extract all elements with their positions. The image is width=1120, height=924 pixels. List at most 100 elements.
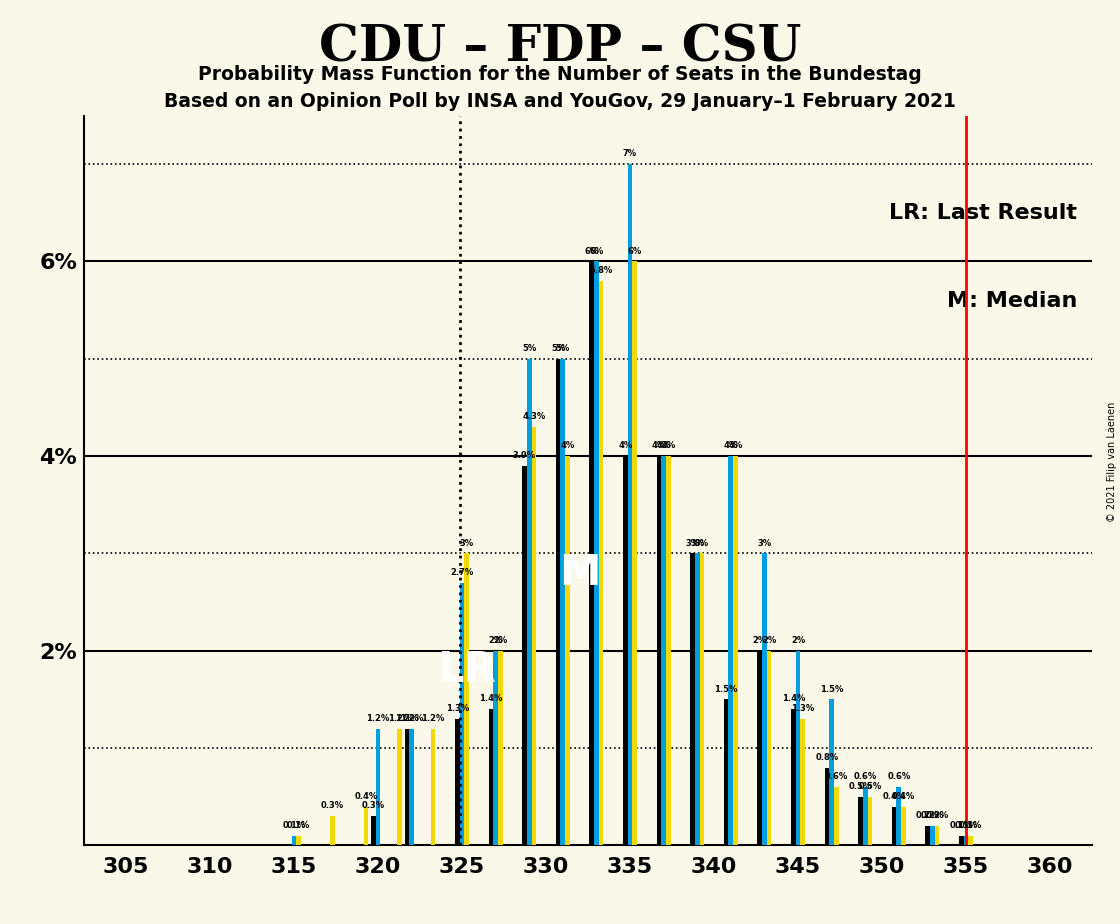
Text: 2%: 2%	[753, 636, 767, 645]
Text: 1.5%: 1.5%	[820, 685, 843, 694]
Bar	[930, 826, 935, 845]
Bar	[371, 816, 375, 845]
Bar	[896, 787, 902, 845]
Text: 0.8%: 0.8%	[815, 753, 839, 761]
Bar	[762, 553, 767, 845]
Bar	[791, 710, 795, 845]
Bar	[627, 164, 633, 845]
Bar	[498, 650, 503, 845]
Bar	[728, 456, 734, 845]
Text: 1.2%: 1.2%	[388, 714, 411, 723]
Bar	[398, 729, 402, 845]
Text: 0.4%: 0.4%	[354, 792, 377, 801]
Text: 0.1%: 0.1%	[954, 821, 978, 830]
Text: 2%: 2%	[791, 636, 805, 645]
Text: 2%: 2%	[762, 636, 776, 645]
Text: M: Median: M: Median	[946, 291, 1077, 310]
Bar	[694, 553, 700, 845]
Text: 1.2%: 1.2%	[395, 714, 419, 723]
Bar	[724, 699, 728, 845]
Text: © 2021 Filip van Laenen: © 2021 Filip van Laenen	[1108, 402, 1117, 522]
Text: 0.5%: 0.5%	[849, 782, 872, 791]
Text: 0.2%: 0.2%	[925, 811, 949, 821]
Text: 4%: 4%	[652, 442, 666, 450]
Bar	[862, 787, 868, 845]
Text: 0.2%: 0.2%	[921, 811, 944, 821]
Bar	[455, 719, 459, 845]
Bar	[795, 650, 801, 845]
Bar	[364, 807, 368, 845]
Text: 3%: 3%	[757, 539, 772, 548]
Bar	[656, 456, 661, 845]
Text: 5%: 5%	[556, 344, 570, 353]
Text: 5%: 5%	[551, 344, 566, 353]
Bar	[594, 261, 599, 845]
Bar	[589, 261, 594, 845]
Bar	[801, 719, 805, 845]
Text: 0.4%: 0.4%	[892, 792, 915, 801]
Text: Probability Mass Function for the Number of Seats in the Bundestag: Probability Mass Function for the Number…	[198, 65, 922, 84]
Bar	[892, 807, 896, 845]
Bar	[767, 650, 772, 845]
Bar	[902, 807, 906, 845]
Bar	[666, 456, 671, 845]
Bar	[532, 427, 536, 845]
Text: LR: LR	[437, 650, 496, 691]
Bar	[488, 710, 493, 845]
Text: 6%: 6%	[627, 247, 642, 256]
Text: 2%: 2%	[488, 636, 503, 645]
Text: M: M	[559, 552, 600, 594]
Bar	[734, 456, 738, 845]
Bar	[829, 699, 834, 845]
Bar	[560, 359, 566, 845]
Text: 6%: 6%	[585, 247, 599, 256]
Bar	[409, 729, 414, 845]
Bar	[824, 768, 829, 845]
Bar	[431, 729, 436, 845]
Text: 4%: 4%	[661, 442, 675, 450]
Text: 1.3%: 1.3%	[446, 704, 469, 713]
Text: 3%: 3%	[694, 539, 709, 548]
Bar	[963, 835, 969, 845]
Bar	[404, 729, 409, 845]
Bar	[330, 816, 335, 845]
Bar	[465, 553, 469, 845]
Bar	[834, 787, 839, 845]
Bar	[493, 650, 498, 845]
Text: 3%: 3%	[690, 539, 704, 548]
Bar	[633, 261, 637, 845]
Text: 4%: 4%	[724, 442, 738, 450]
Bar	[526, 359, 532, 845]
Bar	[935, 826, 940, 845]
Bar	[661, 456, 666, 845]
Bar	[556, 359, 560, 845]
Text: 2%: 2%	[493, 636, 507, 645]
Text: 5.8%: 5.8%	[589, 266, 613, 275]
Bar	[375, 729, 381, 845]
Bar	[566, 456, 570, 845]
Bar	[690, 553, 694, 845]
Text: 0.4%: 0.4%	[883, 792, 906, 801]
Bar	[623, 456, 627, 845]
Text: 4.3%: 4.3%	[522, 412, 545, 421]
Text: 1.2%: 1.2%	[421, 714, 445, 723]
Text: 0.6%: 0.6%	[853, 772, 877, 781]
Text: CDU – FDP – CSU: CDU – FDP – CSU	[319, 23, 801, 72]
Bar	[969, 835, 973, 845]
Text: 1.5%: 1.5%	[715, 685, 738, 694]
Text: 1.4%: 1.4%	[479, 694, 503, 703]
Text: Based on an Opinion Poll by INSA and YouGov, 29 January–1 February 2021: Based on an Opinion Poll by INSA and You…	[164, 92, 956, 112]
Text: LR: Last Result: LR: Last Result	[889, 203, 1077, 223]
Text: 0.6%: 0.6%	[824, 772, 848, 781]
Text: 1.2%: 1.2%	[366, 714, 390, 723]
Bar	[757, 650, 762, 845]
Text: 0.2%: 0.2%	[916, 811, 940, 821]
Text: 2.7%: 2.7%	[450, 568, 474, 577]
Text: 1.2%: 1.2%	[400, 714, 423, 723]
Bar	[858, 796, 862, 845]
Bar	[459, 583, 465, 845]
Text: 6%: 6%	[589, 247, 604, 256]
Text: 0.6%: 0.6%	[887, 772, 911, 781]
Bar	[297, 835, 301, 845]
Text: 5%: 5%	[522, 344, 536, 353]
